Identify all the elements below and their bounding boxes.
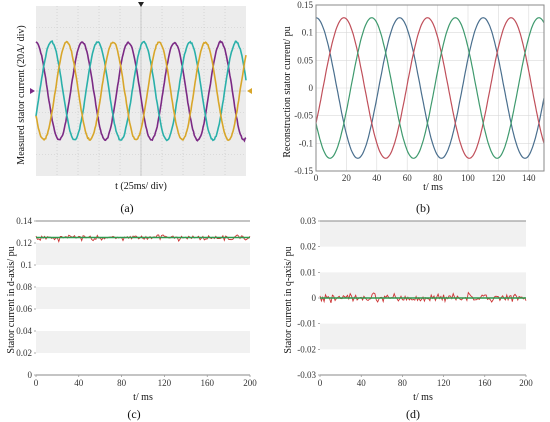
panel-d-ytick-label: 0 [312, 293, 317, 303]
panel-c-band [36, 331, 250, 353]
panel-a-series-line-3 [35, 40, 247, 142]
panel-b-xlabel: t/ ms [423, 182, 443, 193]
left-level-marker-icon [30, 88, 35, 94]
panel-c-ytick-label: 0 [28, 370, 33, 380]
panel-c-xtick-label: 200 [243, 378, 257, 388]
panel-c-band [36, 287, 250, 309]
panel-d-caption: (d) [406, 407, 420, 421]
panel-c-ytick-label: 0.12 [16, 238, 32, 248]
panel-b-series-line-3 [315, 17, 545, 159]
panel-d-xtick-label: 200 [519, 378, 533, 388]
panel-b-ytick-label: 0 [309, 83, 314, 93]
panel-c-ytick-label: 0.04 [16, 326, 32, 336]
panel-d-ytick-label: 0.02 [300, 242, 316, 252]
panel-d-ylabel: Stator current in q-axis/ pu [283, 246, 294, 353]
panel-a-series-line-1 [35, 40, 247, 143]
right-level-marker-icon [247, 88, 252, 94]
panel-b-caption: (b) [416, 201, 430, 215]
panel-c-xtick-label: 120 [158, 378, 172, 388]
panel-d-band [320, 221, 526, 247]
panel-b-ytick-label: 0.1 [302, 28, 313, 38]
panel-c-xtick-label: 0 [34, 378, 39, 388]
panel-b-ytick-label: 0.15 [297, 0, 313, 10]
panel-d-xlabel: t/ ms [413, 392, 433, 403]
panel-a-measured-current: Measured stator current (20A/ div) t (25… [16, 2, 252, 215]
panel-c-xtick-label: 80 [117, 378, 127, 388]
panel-a-xlabel: t (25ms/ div) [115, 181, 167, 192]
panel-d-xtick-label: 0 [318, 378, 323, 388]
trigger-marker-icon [138, 2, 144, 7]
panel-d-xtick-label: 120 [437, 378, 451, 388]
panel-d-band [320, 272, 526, 298]
panel-b-ytick-label: -0.1 [299, 138, 313, 148]
panel-c-caption: (c) [127, 407, 140, 421]
panel-b-xtick-label: 120 [492, 173, 506, 183]
panel-d-ytick-label: 0.01 [300, 267, 316, 277]
panel-d-ytick-label: -0.03 [297, 370, 316, 380]
panel-b-frame [315, 4, 545, 172]
panel-d-xtick-label: 160 [478, 378, 492, 388]
panel-a-ylabel: Measured stator current (20A/ div) [16, 25, 27, 164]
panel-b-xtick-label: 140 [522, 173, 536, 183]
panel-d-ytick-label: -0.01 [297, 319, 316, 329]
panel-c-band [36, 243, 250, 265]
panel-a-series-line-2 [35, 40, 247, 142]
panel-d-ytick-label: 0.03 [300, 216, 316, 226]
panel-d-band [320, 323, 526, 350]
panel-d-ytick-label: -0.02 [297, 344, 316, 354]
panel-b-xtick-label: 60 [403, 173, 413, 183]
panel-c-ytick-label: 0.06 [16, 304, 32, 314]
panel-b-reconstruction-current: Reconstruction stator current/ pu t/ ms … [282, 0, 545, 215]
panel-b-xtick-label: 100 [461, 173, 475, 183]
panel-d-q-axis-current: Stator current in q-axis/ pu t/ ms (d) -… [283, 216, 533, 421]
panel-c-xtick-label: 160 [200, 378, 214, 388]
panel-d-xtick-label: 80 [398, 378, 408, 388]
panel-a-caption: (a) [120, 201, 133, 215]
panel-c-d-axis-current: Stator current in d-axis/ pu t/ ms (c) 0… [6, 216, 257, 421]
panel-c-ytick-label: 0.02 [16, 348, 32, 358]
panel-c-ytick-label: 0.08 [16, 282, 32, 292]
panel-b-ylabel: Reconstruction stator current/ pu [282, 26, 293, 157]
panel-d-xtick-label: 40 [357, 378, 367, 388]
panel-b-series-line-2 [315, 17, 545, 159]
panel-b-xtick-label: 40 [372, 173, 382, 183]
panel-b-ytick-label: 0.05 [297, 55, 313, 65]
panel-c-ytick-label: 0.14 [16, 216, 32, 226]
panel-c-ylabel: Stator current in d-axis/ pu [6, 246, 17, 353]
panel-c-xlabel: t/ ms [133, 392, 153, 403]
panel-c-ytick-label: 0.1 [21, 260, 32, 270]
panel-b-xtick-label: 0 [314, 173, 319, 183]
panel-b-xtick-label: 80 [433, 173, 443, 183]
panel-b-ytick-label: -0.05 [294, 111, 313, 121]
panel-b-series-line-1 [315, 17, 545, 159]
panel-c-xtick-label: 40 [74, 378, 84, 388]
panel-b-xtick-label: 20 [342, 173, 352, 183]
panel-b-ytick-label: -0.15 [294, 166, 313, 176]
